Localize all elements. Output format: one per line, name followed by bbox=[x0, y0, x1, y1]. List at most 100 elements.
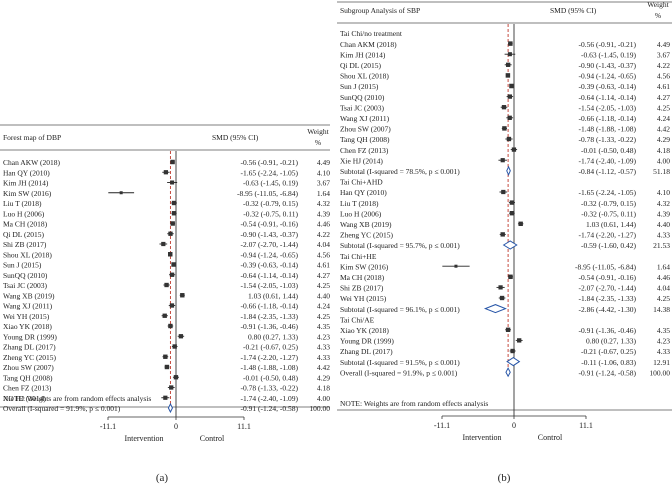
study-label: Liu T (2018) bbox=[3, 199, 42, 208]
weight-value: 1.64 bbox=[317, 189, 330, 198]
panel-label: (a) bbox=[156, 472, 169, 484]
x-label-control: Control bbox=[200, 434, 225, 443]
ci-value: -0.66 (-1.18, -0.14) bbox=[579, 114, 637, 123]
ci-value: -2.07 (-2.70, -1.44) bbox=[241, 240, 299, 249]
effect-square bbox=[505, 73, 511, 78]
weight-value: 12.91 bbox=[653, 358, 670, 367]
weight-value: 4.33 bbox=[317, 343, 330, 352]
study-label: Kim JH (2014) bbox=[3, 179, 49, 188]
study-label: Chan AKM (2018) bbox=[340, 40, 397, 49]
study-label: Tang QH (2008) bbox=[3, 373, 53, 382]
forest-plot-sbp-subgroups: Subgroup Analysis of SBP SMD (95% CI) Weig… bbox=[337, 0, 672, 484]
effect-square bbox=[164, 364, 170, 370]
ci-value: -0.63 (-1.45, 0.19) bbox=[581, 50, 636, 59]
effect-square bbox=[171, 200, 177, 206]
effect-square bbox=[168, 323, 173, 329]
effect-square bbox=[509, 211, 515, 216]
study-label: SunQQ (2010) bbox=[3, 271, 48, 280]
ci-value: -1.48 (-1.88, -1.08) bbox=[241, 363, 299, 372]
plot-title: Subgroup Analysis of SBP bbox=[340, 6, 420, 15]
effect-square bbox=[507, 115, 512, 120]
ci-value: -0.59 (-1.60, 0.42) bbox=[581, 241, 636, 250]
weight-value: 21.53 bbox=[653, 241, 670, 250]
subtotal-diamond bbox=[483, 304, 507, 314]
x-tick-label: 11.1 bbox=[237, 422, 251, 431]
study-label: Wang XB (2019) bbox=[340, 220, 392, 229]
ci-value: -0.32 (-0.75, 0.11) bbox=[243, 209, 298, 218]
ci-value: -0.90 (-1.43, -0.37) bbox=[579, 61, 637, 70]
x-label-intervention: Intervention bbox=[124, 434, 163, 443]
overall-diamond bbox=[167, 402, 174, 414]
weight-value: 4.32 bbox=[317, 199, 330, 208]
study-label: Shou XL (2018) bbox=[3, 250, 52, 259]
ci-value: -0.63 (-1.45, 0.19) bbox=[243, 179, 298, 188]
study-label: Zheng YC (2015) bbox=[340, 231, 394, 240]
ci-value: 0.80 (0.27, 1.33) bbox=[586, 337, 636, 346]
weight-value: 4.10 bbox=[317, 168, 330, 177]
effect-square bbox=[505, 327, 511, 332]
effect-square bbox=[163, 395, 168, 400]
study-label: Kim SW (2016) bbox=[340, 262, 389, 271]
study-label: Wei YH (2015) bbox=[3, 312, 50, 321]
study-label: Kim SW (2016) bbox=[3, 189, 52, 198]
subtotal-label: Subtotal (I-squared = 78.5%, p ≤ 0.001) bbox=[340, 167, 460, 176]
study-label: Ma CH (2018) bbox=[3, 220, 48, 229]
weight-value: 4.39 bbox=[657, 209, 670, 218]
ci-value: -8.95 (-11.05, -6.84) bbox=[575, 262, 636, 271]
effect-square bbox=[169, 303, 175, 308]
study-label: Tsai JC (2003) bbox=[3, 281, 48, 290]
weight-column-unit: % bbox=[655, 11, 661, 20]
weight-value: 3.67 bbox=[657, 50, 670, 59]
weight-value: 3.67 bbox=[317, 179, 330, 188]
ci-value: -0.91 (-1.24, -0.58) bbox=[241, 404, 299, 413]
effect-square bbox=[163, 170, 169, 175]
effect-square bbox=[119, 191, 123, 195]
weight-value: 4.25 bbox=[317, 281, 330, 290]
weight-value: 4.33 bbox=[657, 231, 670, 240]
ci-value: -1.84 (-2.35, -1.33) bbox=[579, 294, 637, 303]
weight-value: 4.42 bbox=[657, 125, 670, 134]
ci-value: -0.39 (-0.63, -0.14) bbox=[579, 82, 637, 91]
study-label: Zhang DL (2017) bbox=[3, 343, 56, 352]
study-label: Luo H (2006) bbox=[340, 209, 382, 218]
smd-column-header: SMD (95% CI) bbox=[550, 6, 597, 15]
weight-value: 4.22 bbox=[657, 61, 670, 70]
ci-value: -1.54 (-2.05, -1.03) bbox=[241, 281, 299, 290]
ci-value: 1.03 (0.61, 1.44) bbox=[248, 291, 298, 300]
subgroup-header: Tai Chi/no treatment bbox=[340, 29, 403, 38]
ci-value: -0.01 (-0.50, 0.48) bbox=[243, 373, 298, 382]
weight-value: 4.39 bbox=[317, 209, 330, 218]
subgroup-header: Tai Chi+HE bbox=[340, 252, 377, 261]
study-label: Zhou SW (2007) bbox=[3, 363, 54, 372]
weight-value: 4.40 bbox=[657, 220, 670, 229]
subtotal-diamond bbox=[502, 240, 518, 250]
effect-square bbox=[500, 158, 505, 163]
effect-square bbox=[501, 105, 507, 110]
study-label: Luo H (2006) bbox=[3, 209, 45, 218]
overall-label: Overall (I-squared = 91.9%, p ≤ 0.001) bbox=[3, 404, 121, 413]
weights-note: NOTE: Weights are from random effects an… bbox=[340, 399, 488, 408]
study-label: Ma CH (2018) bbox=[340, 273, 385, 282]
effect-square bbox=[506, 62, 511, 67]
study-label: Chan AKW (2018) bbox=[3, 158, 60, 167]
effect-square bbox=[510, 348, 515, 354]
weight-value: 4.42 bbox=[317, 363, 330, 372]
weight-value: 4.56 bbox=[317, 250, 330, 259]
ci-value: -8.95 (-11.05, -6.84) bbox=[237, 189, 298, 198]
weight-value: 4.04 bbox=[317, 240, 330, 249]
study-label: Young DR (1999) bbox=[340, 337, 394, 346]
ci-value: -1.65 (-2.24, -1.05) bbox=[579, 188, 637, 197]
ci-value: -1.74 (-2.40, -1.09) bbox=[241, 394, 299, 403]
subtotal-diamond bbox=[506, 357, 521, 367]
effect-square bbox=[169, 385, 174, 390]
effect-square bbox=[511, 147, 517, 152]
ci-value: -0.84 (-1.12, -0.57) bbox=[579, 167, 637, 176]
ci-value: -0.64 (-1.14, -0.14) bbox=[241, 271, 299, 280]
study-label: Shi ZB (2017) bbox=[3, 240, 47, 249]
study-label: Wang XJ (2011) bbox=[340, 114, 390, 123]
study-label: Tang QH (2008) bbox=[340, 135, 390, 144]
x-tick-label: 0 bbox=[512, 421, 516, 430]
weight-value: 4.49 bbox=[657, 40, 670, 49]
effect-square bbox=[170, 180, 175, 185]
weight-value: 4.25 bbox=[657, 103, 670, 112]
